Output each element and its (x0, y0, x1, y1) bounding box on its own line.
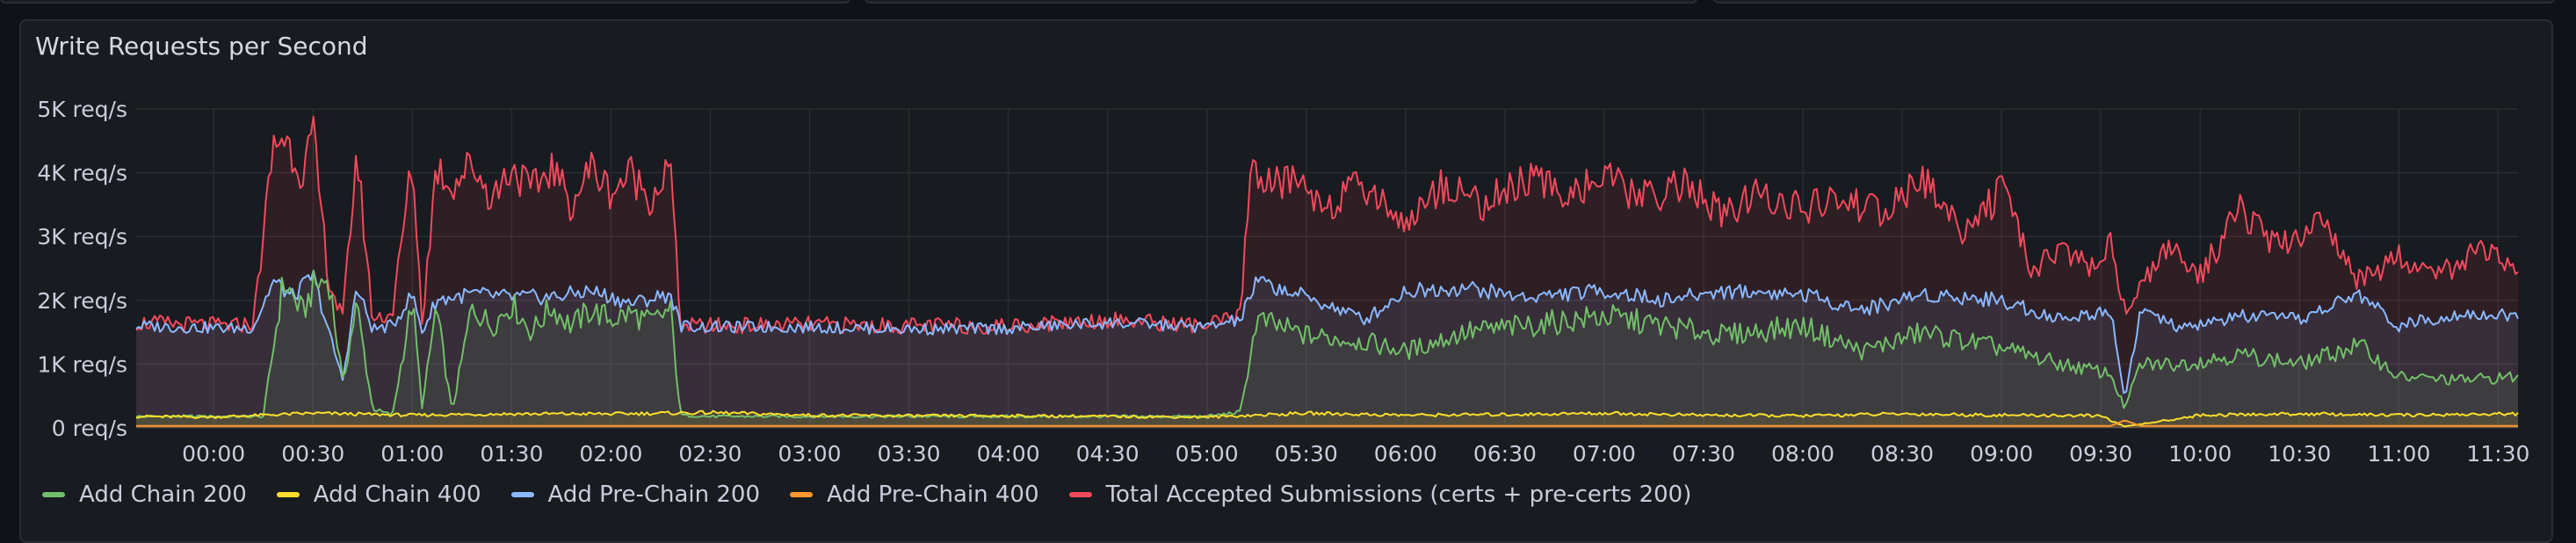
x-tick-label: 06:00 (1374, 441, 1437, 467)
y-tick-label: 2K req/s (37, 288, 127, 314)
x-tick-label: 09:00 (1970, 441, 2033, 467)
x-tick-label: 02:00 (579, 441, 642, 467)
x-tick-label: 04:00 (977, 441, 1040, 467)
x-tick-label: 03:30 (878, 441, 941, 467)
y-tick-label: 0 req/s (52, 416, 127, 441)
y-axis-ticks: 0 req/s 1K req/s 2K req/s 3K req/s 4K req/s 5… (37, 97, 127, 441)
series-line-0[interactable] (135, 270, 2519, 419)
x-axis-ticks: 00:00 00:30 01:00 01:30 02:00 02:30 03:00 03:30… (182, 441, 2529, 467)
y-tick-label: 5K req/s (37, 97, 127, 122)
x-tick-label: 04:30 (1076, 441, 1140, 467)
y-tick-label: 4K req/s (37, 161, 127, 186)
grid-lines (136, 108, 2518, 429)
x-tick-label: 05:00 (1176, 441, 1239, 467)
x-tick-label: 07:30 (1672, 441, 1735, 467)
legend-label: Total Accepted Submissions (certs + pre-… (1105, 481, 1692, 508)
legend-label: Add Pre-Chain 200 (547, 481, 761, 508)
legend-label: Add Pre-Chain 400 (827, 481, 1039, 508)
x-tick-label: 01:30 (480, 441, 543, 467)
series-area-4 (136, 116, 2518, 429)
x-tick-label: 10:30 (2268, 441, 2331, 467)
legend-item-2[interactable]: Add Pre-Chain 200 (510, 481, 761, 508)
panel-title[interactable]: Write Requests per Second (35, 32, 368, 61)
legend-label: Add Chain 200 (79, 481, 247, 508)
legend-swatch (1068, 492, 1092, 497)
legend-item-3[interactable]: Add Pre-Chain 400 (790, 481, 1039, 508)
series-area-0 (136, 271, 2518, 428)
x-tick-label: 00:30 (281, 441, 344, 467)
chart-legend: Add Chain 200 Add Chain 400 Add Pre-Chain … (42, 481, 1691, 508)
legend-swatch (790, 492, 814, 497)
series-lines (135, 115, 2519, 428)
x-tick-label: 11:00 (2367, 441, 2430, 467)
x-tick-label: 10:00 (2168, 441, 2232, 467)
series-line-1[interactable] (135, 409, 2519, 428)
chart-panel (19, 19, 2553, 543)
legend-label: Add Chain 400 (313, 481, 481, 508)
x-tick-label: 00:00 (182, 441, 245, 467)
legend-item-1[interactable]: Add Chain 400 (276, 481, 481, 508)
x-tick-label: 01:00 (380, 441, 444, 467)
series-fills (136, 116, 2518, 429)
top-strip (0, 0, 2576, 7)
series-area-1 (136, 410, 2518, 428)
legend-swatch (42, 492, 65, 497)
series-area-2 (136, 270, 2518, 428)
x-tick-label: 08:30 (1870, 441, 1934, 467)
x-tick-label: 06:30 (1473, 441, 1537, 467)
series-line-2[interactable] (135, 269, 2519, 395)
series-line-3[interactable] (136, 419, 2518, 427)
y-tick-label: 3K req/s (37, 224, 127, 250)
x-tick-label: 09:30 (2069, 441, 2132, 467)
x-tick-label: 03:00 (778, 441, 841, 467)
x-tick-label: 11:30 (2466, 441, 2529, 467)
x-tick-label: 08:00 (1771, 441, 1834, 467)
x-tick-label: 02:30 (678, 441, 742, 467)
legend-item-4[interactable]: Total Accepted Submissions (certs + pre-… (1068, 481, 1692, 508)
x-tick-label: 05:30 (1275, 441, 1338, 467)
legend-swatch (510, 492, 534, 497)
legend-swatch (276, 492, 300, 497)
x-tick-label: 07:00 (1573, 441, 1636, 467)
legend-item-0[interactable]: Add Chain 200 (42, 481, 247, 508)
series-line-4[interactable] (135, 115, 2519, 335)
y-tick-label: 1K req/s (37, 351, 127, 377)
